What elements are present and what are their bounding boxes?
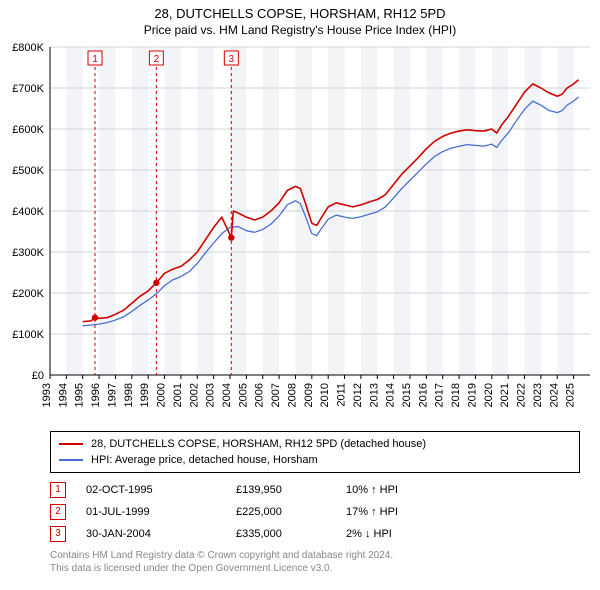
sales-table: 1 02-OCT-1995£139,95010% ↑ HPI 2 01-JUL-199… [50, 479, 580, 545]
svg-text:2020: 2020 [483, 383, 495, 407]
svg-text:£0: £0 [32, 370, 44, 382]
svg-text:1999: 1999 [139, 383, 151, 407]
legend-label: HPI: Average price, detached house, Hors… [91, 452, 318, 468]
sale-row: 1 02-OCT-1995£139,95010% ↑ HPI [50, 479, 580, 501]
svg-text:2016: 2016 [417, 383, 429, 407]
chart-plot: £0 £100K £200K £300K £400K £500K £600K £700K £80… [0, 41, 600, 425]
svg-text:3: 3 [229, 54, 235, 65]
legend-label: 28, DUTCHELLS COPSE, HORSHAM, RH12 5PD (… [91, 436, 426, 452]
chart-subtitle: Price paid vs. HM Land Registry's House … [0, 21, 600, 41]
svg-text:2021: 2021 [499, 383, 511, 407]
license-line-2: This data is licensed under the Open Gov… [50, 562, 580, 575]
svg-text:1997: 1997 [106, 383, 118, 407]
sale-marker: 2 [50, 504, 66, 520]
sale-row: 3 30-JAN-2004£335,0002% ↓ HPI [50, 523, 580, 545]
chart-container: 28, DUTCHELLS COPSE, HORSHAM, RH12 5PD P… [0, 0, 600, 575]
legend: 28, DUTCHELLS COPSE, HORSHAM, RH12 5PD (… [50, 431, 580, 473]
legend-item: HPI: Average price, detached house, Hors… [59, 452, 571, 468]
svg-text:2003: 2003 [205, 383, 217, 407]
svg-text:2015: 2015 [401, 383, 413, 407]
svg-text:2024: 2024 [548, 383, 560, 407]
sale-marker: 3 [50, 526, 66, 542]
svg-text:2019: 2019 [466, 383, 478, 407]
sale-date: 30-JAN-2004 [86, 523, 236, 545]
sale-delta: 10% ↑ HPI [346, 479, 466, 501]
svg-text:2009: 2009 [303, 383, 315, 407]
svg-text:1994: 1994 [57, 383, 69, 407]
sale-row: 2 01-JUL-1999£225,00017% ↑ HPI [50, 501, 580, 523]
sale-date: 01-JUL-1999 [86, 501, 236, 523]
chart-svg: £0 £100K £200K £300K £400K £500K £600K £700K £80… [0, 41, 600, 425]
svg-text:£100K: £100K [12, 329, 44, 341]
svg-text:1: 1 [92, 54, 98, 65]
svg-text:2002: 2002 [188, 383, 200, 407]
legend-swatch [59, 459, 83, 461]
sale-price: £139,950 [236, 479, 346, 501]
sale-marker: 1 [50, 482, 66, 498]
svg-text:1995: 1995 [74, 383, 86, 407]
sale-delta: 17% ↑ HPI [346, 501, 466, 523]
svg-text:2022: 2022 [516, 383, 528, 407]
svg-text:£400K: £400K [12, 206, 44, 218]
svg-text:2000: 2000 [156, 383, 168, 407]
svg-text:2007: 2007 [270, 383, 282, 407]
svg-text:2004: 2004 [221, 383, 233, 407]
sale-delta: 2% ↓ HPI [346, 523, 466, 545]
svg-text:£700K: £700K [12, 83, 44, 95]
svg-text:2005: 2005 [237, 383, 249, 407]
svg-text:2006: 2006 [254, 383, 266, 407]
svg-text:2014: 2014 [385, 383, 397, 407]
svg-text:2023: 2023 [532, 383, 544, 407]
svg-text:2017: 2017 [434, 383, 446, 407]
sale-price: £225,000 [236, 501, 346, 523]
svg-text:2018: 2018 [450, 383, 462, 407]
svg-text:£200K: £200K [12, 288, 44, 300]
svg-text:1996: 1996 [90, 383, 102, 407]
license-text: Contains HM Land Registry data © Crown c… [50, 549, 580, 575]
legend-swatch [59, 443, 83, 445]
svg-text:£600K: £600K [12, 124, 44, 136]
svg-text:2012: 2012 [352, 383, 364, 407]
svg-text:£300K: £300K [12, 247, 44, 259]
svg-text:£500K: £500K [12, 165, 44, 177]
svg-text:2010: 2010 [319, 383, 331, 407]
sale-price: £335,000 [236, 523, 346, 545]
svg-text:2001: 2001 [172, 383, 184, 407]
license-line-1: Contains HM Land Registry data © Crown c… [50, 549, 580, 562]
legend-item: 28, DUTCHELLS COPSE, HORSHAM, RH12 5PD (… [59, 436, 571, 452]
svg-text:2013: 2013 [368, 383, 380, 407]
sale-date: 02-OCT-1995 [86, 479, 236, 501]
svg-text:2: 2 [154, 54, 160, 65]
svg-text:1993: 1993 [41, 383, 53, 407]
svg-text:£800K: £800K [12, 42, 44, 54]
svg-text:2011: 2011 [336, 383, 348, 407]
svg-text:2025: 2025 [565, 383, 577, 407]
svg-text:1998: 1998 [123, 383, 135, 407]
svg-text:2008: 2008 [286, 383, 298, 407]
chart-title: 28, DUTCHELLS COPSE, HORSHAM, RH12 5PD [0, 0, 600, 21]
